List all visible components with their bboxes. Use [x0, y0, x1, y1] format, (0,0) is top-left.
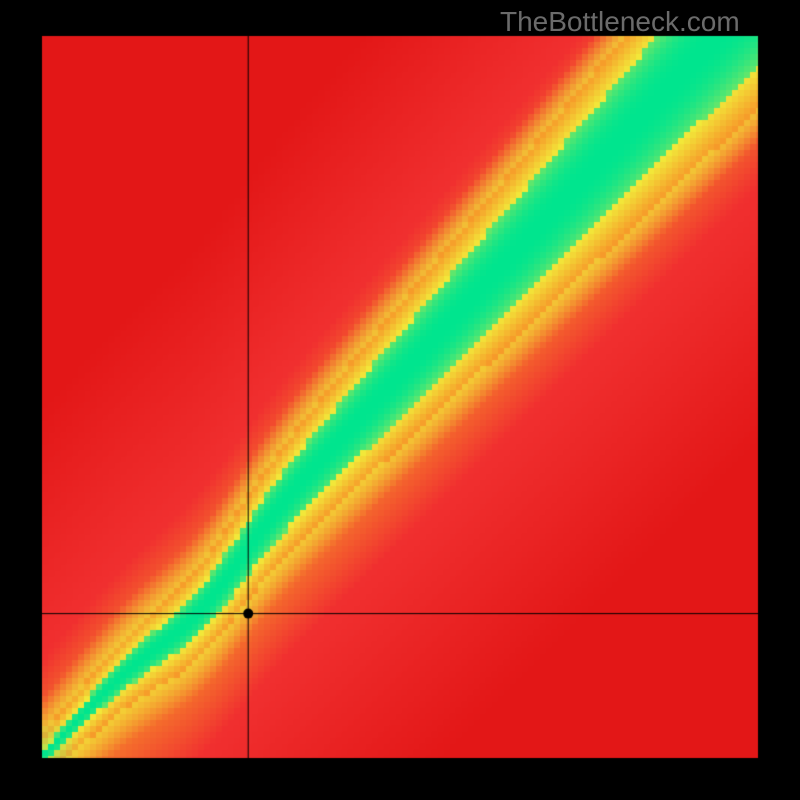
bottleneck-heatmap [0, 0, 800, 800]
watermark-text: TheBottleneck.com [500, 6, 740, 38]
